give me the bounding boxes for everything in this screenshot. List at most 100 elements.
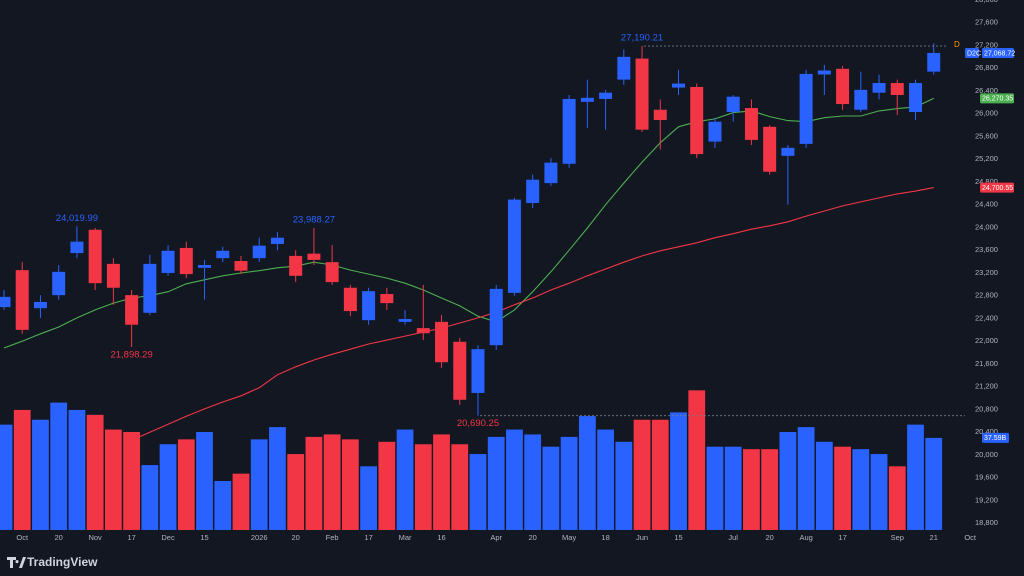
x-tick-label: 15 [674,533,682,542]
candle-body [380,294,394,304]
candle-body [507,199,521,293]
x-tick-label: Jul [728,533,738,542]
candle-body [453,341,467,400]
x-tick-label: 17 [838,533,846,542]
volume-bar [743,449,760,530]
y-tick-label: 27,600 [975,18,998,27]
volume-bar [907,424,924,530]
ma-tag: 24,700.55 [982,185,1013,192]
y-tick-label: 22,400 [975,313,998,322]
x-tick-label: Apr [490,533,502,542]
x-tick-label: Feb [326,533,339,542]
candle-body [763,126,777,172]
x-tick-label: May [562,533,576,542]
x-tick-label: 20 [292,533,300,542]
candle-body [617,56,631,80]
volume-bar [870,454,888,530]
candle-body [489,288,503,346]
candle-body [890,83,904,95]
candle-body [70,241,84,254]
volume-bar [578,416,596,530]
volume-bar [214,481,232,530]
volume-bar [633,419,651,530]
y-tick-label: 20,800 [975,404,998,413]
y-tick-label: 24,800 [975,177,998,186]
x-tick-label: Oct [16,533,29,542]
candle-body [635,58,649,130]
x-tick-label: 18 [601,533,609,542]
volume-bar [250,439,268,530]
x-tick-label: Jun [636,533,648,542]
candle-body [526,179,540,204]
volume-bar [797,427,815,530]
volume-bar [451,444,469,530]
candle-body [909,83,922,113]
volume-bar [724,446,742,530]
volume-bar [305,436,323,530]
candle-body [927,52,941,72]
volume-tag-box [982,432,1009,443]
ma-tag-box [980,182,1014,193]
y-tick-label: 22,800 [975,291,998,300]
x-tick-label: Mar [399,533,412,542]
volume-bar [68,409,86,530]
volume-bar [396,429,414,530]
y-tick-label: 19,200 [975,495,998,504]
symbol-tag-box [965,47,979,58]
candle-body [653,109,667,120]
candle-body [343,287,357,312]
candle-body [690,87,704,155]
y-tick-label: 19,600 [975,473,998,482]
candle-body [125,295,139,325]
x-tick-label: 15 [200,533,208,542]
x-tick-label: 21 [930,533,938,542]
candle-body [562,98,576,164]
volume-bar [341,439,359,530]
y-tick-label: 25,600 [975,131,998,140]
candle-body [817,70,831,75]
candle-body [726,96,740,113]
candle-body [88,229,102,284]
candle-body [33,301,47,309]
volume-bar [123,432,141,530]
volume-bar [196,432,213,530]
candle-body [289,255,303,276]
volume-bar [104,429,122,530]
candle-body [435,321,449,363]
volume-bar [524,434,542,530]
x-tick-label: 17 [364,533,372,542]
volume-bar [0,424,13,530]
candle-body [325,262,339,283]
y-tick-label: 27,200 [975,40,998,49]
x-tick-label: Dec [161,533,175,542]
volume-bar [232,473,250,530]
y-tick-label: 28,000 [975,0,998,4]
high-label: 27,190.21 [621,33,663,44]
volume-bar [487,436,505,530]
volume-bar [50,402,68,530]
volume-bar [414,444,432,530]
y-tick-label: 18,800 [975,518,998,527]
volume-bar [506,429,523,530]
volume-bar [542,446,560,530]
low-label: 20,690.25 [457,418,499,429]
y-tick-label: 21,200 [975,382,998,391]
candle-body [270,237,284,244]
candle-body [198,265,212,268]
candle-body [362,291,376,321]
y-tick-label: 24,400 [975,200,998,209]
candle-body [708,121,722,142]
y-tick-label: 23,200 [975,268,998,277]
candle-body [143,263,157,313]
symbol-tag: D2C [967,50,981,57]
candle-body [52,271,66,296]
candle-body [0,296,11,308]
volume-bar [433,434,450,530]
candle-body [252,245,266,259]
x-tick-label: Oct [964,533,977,542]
candle-body [836,68,850,105]
candle-body [799,73,813,144]
candle-body [744,108,758,140]
ma-tag: 26,270.35 [982,96,1013,103]
